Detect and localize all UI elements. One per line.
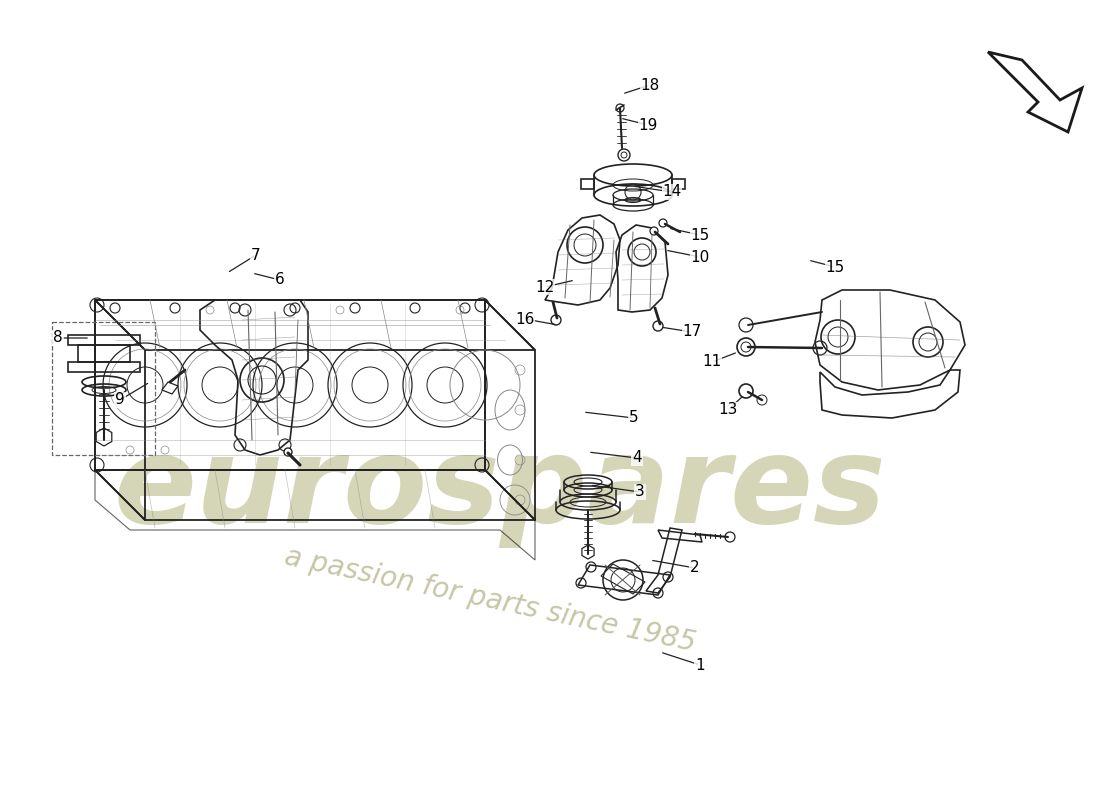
Text: 4: 4 bbox=[632, 450, 641, 466]
Text: a passion for parts since 1985: a passion for parts since 1985 bbox=[282, 542, 698, 658]
Text: 17: 17 bbox=[682, 325, 702, 339]
Text: 11: 11 bbox=[703, 354, 722, 370]
Text: 10: 10 bbox=[691, 250, 710, 265]
Text: 16: 16 bbox=[515, 311, 535, 326]
Text: 6: 6 bbox=[275, 273, 285, 287]
Text: 18: 18 bbox=[640, 78, 660, 93]
Text: eurospares: eurospares bbox=[113, 431, 887, 549]
Text: 12: 12 bbox=[536, 279, 554, 294]
Circle shape bbox=[653, 321, 663, 331]
Text: 1: 1 bbox=[695, 658, 705, 673]
Polygon shape bbox=[162, 382, 178, 394]
Text: 19: 19 bbox=[638, 118, 658, 133]
Text: 5: 5 bbox=[629, 410, 639, 426]
Circle shape bbox=[650, 227, 658, 235]
Text: 3: 3 bbox=[635, 485, 645, 499]
Circle shape bbox=[284, 448, 292, 456]
Text: 8: 8 bbox=[53, 330, 63, 346]
Text: 13: 13 bbox=[718, 402, 738, 418]
Text: 15: 15 bbox=[825, 259, 845, 274]
Text: 14: 14 bbox=[662, 185, 682, 199]
Text: 7: 7 bbox=[251, 247, 261, 262]
Text: 2: 2 bbox=[690, 561, 700, 575]
Text: 15: 15 bbox=[691, 227, 710, 242]
Text: 9: 9 bbox=[116, 393, 125, 407]
Circle shape bbox=[551, 315, 561, 325]
